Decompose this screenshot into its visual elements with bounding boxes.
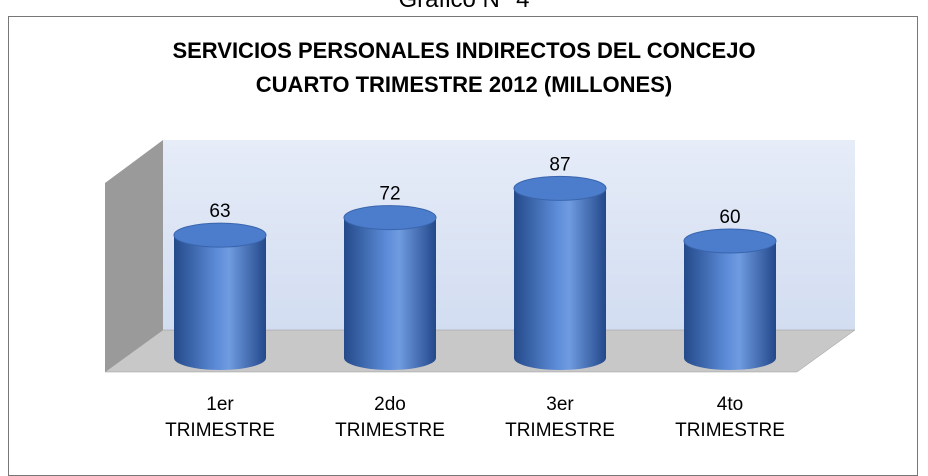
data-label: 60 — [719, 207, 740, 228]
x-tick-label: 1er TRIMESTRE — [165, 394, 275, 441]
floor — [104, 329, 856, 373]
x-tick-label: 2do TRIMESTRE — [335, 394, 445, 441]
side-wall — [105, 140, 163, 372]
bar — [344, 217, 436, 370]
bar-top — [173, 222, 267, 248]
bar — [684, 241, 776, 370]
bar-top — [343, 205, 437, 231]
bar — [514, 188, 606, 370]
title-line: SERVICIOS PERSONALES INDIRECTOS DEL CONC… — [172, 38, 756, 63]
back-wall — [163, 140, 855, 330]
data-label: 72 — [379, 184, 400, 205]
x-tick-label: 3er TRIMESTRE — [505, 394, 615, 441]
bar-top — [683, 228, 777, 254]
chart-title: SERVICIOS PERSONALES INDIRECTOS DEL CONC… — [0, 34, 928, 102]
data-label: 87 — [549, 154, 570, 175]
caption: Gráfico N° 4 — [0, 0, 928, 14]
x-tick-label: 4to TRIMESTRE — [675, 394, 785, 441]
bar-top — [513, 175, 607, 201]
title-line: CUARTO TRIMESTRE 2012 (MILLONES) — [255, 72, 673, 97]
data-label: 63 — [209, 201, 230, 222]
bar — [174, 235, 266, 370]
